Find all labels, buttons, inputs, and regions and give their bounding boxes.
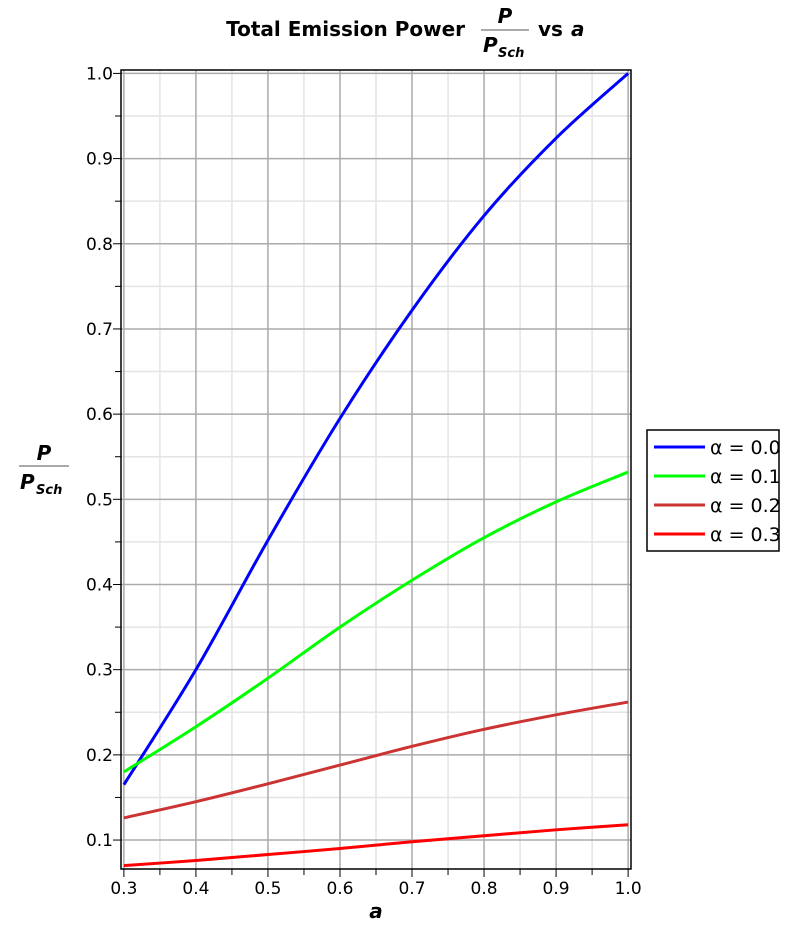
x-tick-label: 0.4 bbox=[182, 879, 209, 899]
legend-label: α = 0.3 bbox=[710, 524, 781, 546]
title-var: a bbox=[571, 17, 585, 41]
curves bbox=[122, 72, 630, 868]
ticks: 0.3 0.4 0.5 0.6 0.7 0.8 0.9 1.0 0.1 0.2 0.3 0.4 0.5 0… bbox=[86, 64, 642, 899]
legend-label: α = 0.2 bbox=[710, 495, 781, 517]
title-suffix: vs bbox=[538, 17, 563, 41]
y-tick-label: 1.0 bbox=[86, 64, 113, 84]
x-tick-label: 0.3 bbox=[110, 879, 137, 899]
y-tick-label: 0.4 bbox=[86, 575, 113, 595]
y-tick-label: 0.6 bbox=[86, 405, 113, 425]
series-line-1 bbox=[123, 470, 629, 774]
series-line-2 bbox=[123, 700, 629, 820]
title-denominator: P bbox=[483, 33, 498, 57]
x-tick-label: 0.9 bbox=[543, 879, 570, 899]
grid bbox=[121, 70, 631, 869]
ylabel-numerator: P bbox=[37, 441, 52, 465]
chart-title: Total Emission Power P P Sch vs a bbox=[226, 4, 584, 61]
legend-box bbox=[646, 429, 780, 552]
x-tick-label: 0.5 bbox=[254, 879, 281, 899]
title-numerator: P bbox=[498, 4, 513, 28]
x-axis-label: a bbox=[369, 899, 383, 923]
series-line-3 bbox=[123, 823, 629, 868]
x-tick-label: 0.7 bbox=[398, 879, 425, 899]
ylabel-denominator-sub: Sch bbox=[36, 483, 62, 498]
x-tick-label: 0.6 bbox=[326, 879, 353, 899]
ylabel-denominator: P bbox=[20, 470, 35, 494]
y-tick-label: 0.1 bbox=[86, 831, 113, 851]
series-line-0 bbox=[122, 72, 630, 786]
title-prefix: Total Emission Power bbox=[226, 17, 465, 41]
legend: α = 0.0 α = 0.1 α = 0.2 α = 0.3 bbox=[646, 429, 781, 552]
x-tick-label: 0.8 bbox=[471, 879, 498, 899]
y-tick-label: 0.5 bbox=[86, 490, 113, 510]
y-tick-label: 0.8 bbox=[86, 235, 113, 255]
title-denominator-sub: Sch bbox=[498, 46, 524, 61]
x-tick-label: 1.0 bbox=[615, 879, 642, 899]
legend-label: α = 0.1 bbox=[710, 466, 781, 488]
y-tick-label: 0.3 bbox=[86, 661, 113, 681]
y-axis-label: P P Sch bbox=[19, 441, 69, 498]
y-tick-label: 0.2 bbox=[86, 746, 113, 766]
legend-label: α = 0.0 bbox=[710, 437, 781, 459]
y-tick-label: 0.9 bbox=[86, 150, 113, 170]
y-tick-label: 0.7 bbox=[86, 320, 113, 340]
